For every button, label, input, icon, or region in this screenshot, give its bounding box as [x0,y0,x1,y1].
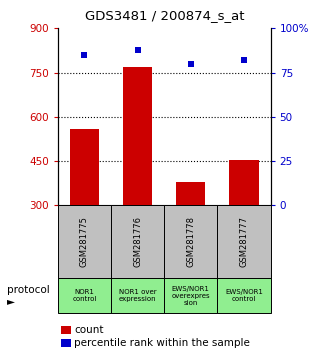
Text: GSM281776: GSM281776 [133,216,142,267]
Text: count: count [74,325,104,335]
Point [82,52,87,58]
Bar [176,182,205,205]
Bar [164,205,217,278]
Text: GSM281778: GSM281778 [186,216,195,267]
Text: GDS3481 / 200874_s_at: GDS3481 / 200874_s_at [85,9,245,22]
Bar [70,129,99,205]
Text: percentile rank within the sample: percentile rank within the sample [74,338,250,348]
Text: protocol: protocol [7,285,50,295]
Point [135,47,140,52]
Bar [61,326,71,334]
Point [241,57,247,63]
Bar [229,160,259,205]
Bar [111,205,164,278]
Bar [61,339,71,347]
Bar [217,278,271,313]
Bar [217,205,271,278]
Text: GSM281775: GSM281775 [80,216,89,267]
Bar [111,278,164,313]
Text: NOR1
control: NOR1 control [72,289,97,302]
Bar [58,278,111,313]
Bar [123,67,152,205]
Text: EWS/NOR1
control: EWS/NOR1 control [225,289,263,302]
Text: NOR1 over
expression: NOR1 over expression [119,289,156,302]
Text: EWS/NOR1
overexpres
sion: EWS/NOR1 overexpres sion [172,286,210,306]
Text: ►: ► [7,296,15,306]
Bar [164,278,217,313]
Bar [58,205,111,278]
Point [188,61,193,67]
Text: GSM281777: GSM281777 [240,216,248,267]
